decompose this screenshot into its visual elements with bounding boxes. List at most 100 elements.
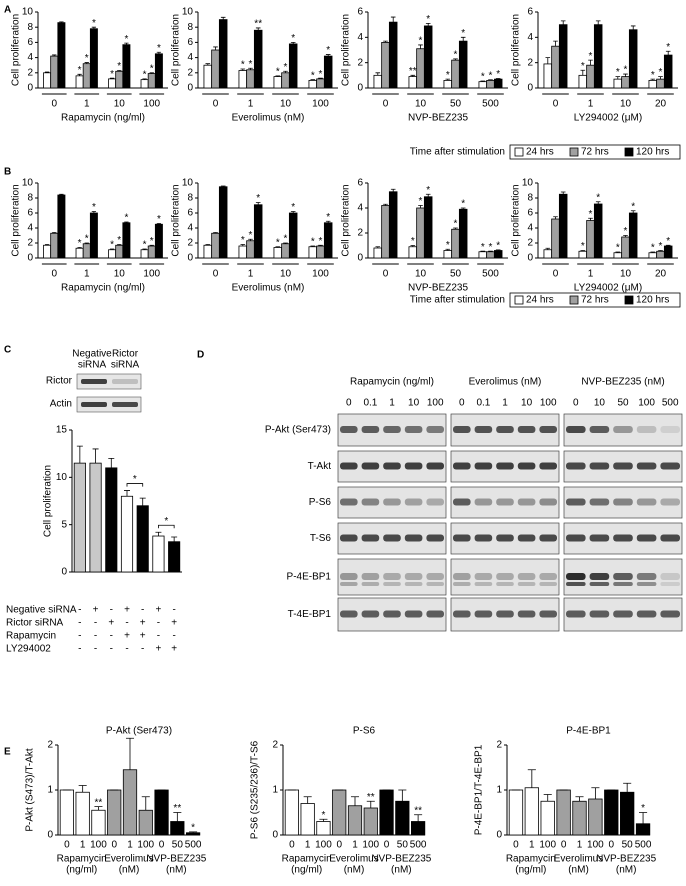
bar: [381, 42, 390, 89]
blot-band: [660, 498, 680, 506]
bar: [486, 80, 495, 89]
bar: [578, 250, 588, 259]
legend-box: [509, 144, 681, 160]
legend-swatch: [624, 147, 634, 157]
bar: [108, 249, 117, 259]
y-axis-label: Cell proliferation: [171, 14, 182, 86]
bar: [635, 823, 651, 836]
x-tick-label: 0: [383, 99, 389, 110]
bar: [43, 244, 52, 259]
bar: [43, 72, 52, 89]
y-tick-label: 0: [527, 83, 533, 94]
bar: [604, 789, 619, 836]
x-tick-label: 0: [213, 99, 219, 110]
blot-band: [613, 534, 633, 542]
significance-mark: *: [311, 70, 315, 81]
error-bar: [283, 242, 288, 244]
significance-mark: *: [143, 70, 147, 81]
y-tick-label: 4: [27, 223, 33, 234]
blot-band: [496, 534, 514, 542]
error-bar: [623, 782, 632, 793]
error-bar: [319, 818, 328, 822]
panel-label: D: [197, 350, 204, 361]
x-tick-label: 1: [80, 840, 86, 851]
y-tick-label: 0: [27, 253, 33, 264]
error-bar: [77, 73, 82, 76]
blot-band: [383, 573, 401, 580]
blot-band: [404, 573, 423, 580]
x-axis-label: LY294002 (μM): [574, 113, 642, 124]
error-bar: [560, 20, 566, 25]
bar: [115, 70, 124, 89]
blot-band: [636, 498, 657, 506]
y-tick-label: 0: [357, 83, 363, 94]
significance-mark: *: [589, 209, 593, 220]
group-label: (ng/ml): [291, 865, 322, 876]
blot-band: [566, 426, 586, 433]
blot-band: [404, 610, 423, 618]
bar: [332, 789, 347, 836]
group-label: (ng/ml): [66, 865, 97, 876]
x-tick-label: 1: [588, 269, 594, 280]
bar: [284, 789, 299, 836]
significance-bracket: [126, 483, 144, 487]
y-axis-label: Cell proliferation: [11, 14, 22, 86]
bar: [89, 212, 98, 259]
error-bar: [350, 796, 360, 806]
x-tick-label: 100: [312, 269, 329, 280]
blot-band: [636, 426, 657, 433]
significance-mark: *: [256, 193, 260, 204]
blot-band: [517, 498, 536, 506]
x-tick-label: 100: [539, 840, 556, 851]
blot-band: [340, 610, 358, 618]
condition-sign: -: [78, 644, 81, 655]
error-bar: [658, 250, 663, 252]
y-tick-label: 8: [27, 22, 33, 33]
bar: [154, 223, 163, 259]
significance-mark: *: [454, 219, 458, 230]
x-tick-label: 1: [352, 840, 358, 851]
panel-label: B: [4, 167, 11, 178]
error-bar: [255, 27, 261, 31]
bar: [75, 247, 84, 259]
bar: [588, 798, 603, 836]
blot-band: [636, 610, 657, 618]
lane-label: 0.1: [476, 398, 490, 409]
lane-label: 1: [389, 398, 395, 409]
bar: [168, 541, 181, 573]
blot-band: [566, 498, 586, 506]
bar: [656, 78, 665, 89]
bar: [613, 78, 623, 89]
condition-sign: +: [156, 605, 162, 616]
blot-band: [404, 426, 423, 433]
condition-sign: +: [140, 618, 146, 629]
blot-band: [496, 582, 514, 586]
bar: [379, 789, 394, 836]
error-bar: [108, 458, 115, 468]
error-bar: [480, 80, 486, 82]
y-tick-label: 1: [47, 785, 53, 796]
y-tick-label: 8: [187, 22, 193, 33]
significance-mark: *: [124, 213, 128, 224]
blot-row-label: T-S6: [310, 533, 332, 544]
significance-mark: *: [419, 196, 423, 207]
legend-swatch: [514, 147, 524, 157]
y-tick-label: 4: [187, 223, 193, 234]
bar: [443, 80, 453, 89]
bar: [451, 59, 460, 89]
lane-label: 500: [662, 398, 679, 409]
blot-row-label: P-Akt (Ser473): [265, 425, 331, 436]
bar: [493, 78, 503, 89]
group-label: Everolimus: [104, 854, 153, 865]
x-tick-label: 10: [620, 99, 632, 110]
blot-band: [453, 534, 471, 542]
significance-mark: *: [446, 70, 450, 81]
bar: [140, 249, 149, 259]
blot-band: [517, 534, 536, 542]
group-label: (nM): [568, 865, 589, 876]
blot-band: [566, 573, 586, 580]
bar: [586, 64, 595, 89]
bar: [115, 244, 124, 259]
bar: [316, 245, 325, 259]
error-bar: [59, 193, 64, 195]
